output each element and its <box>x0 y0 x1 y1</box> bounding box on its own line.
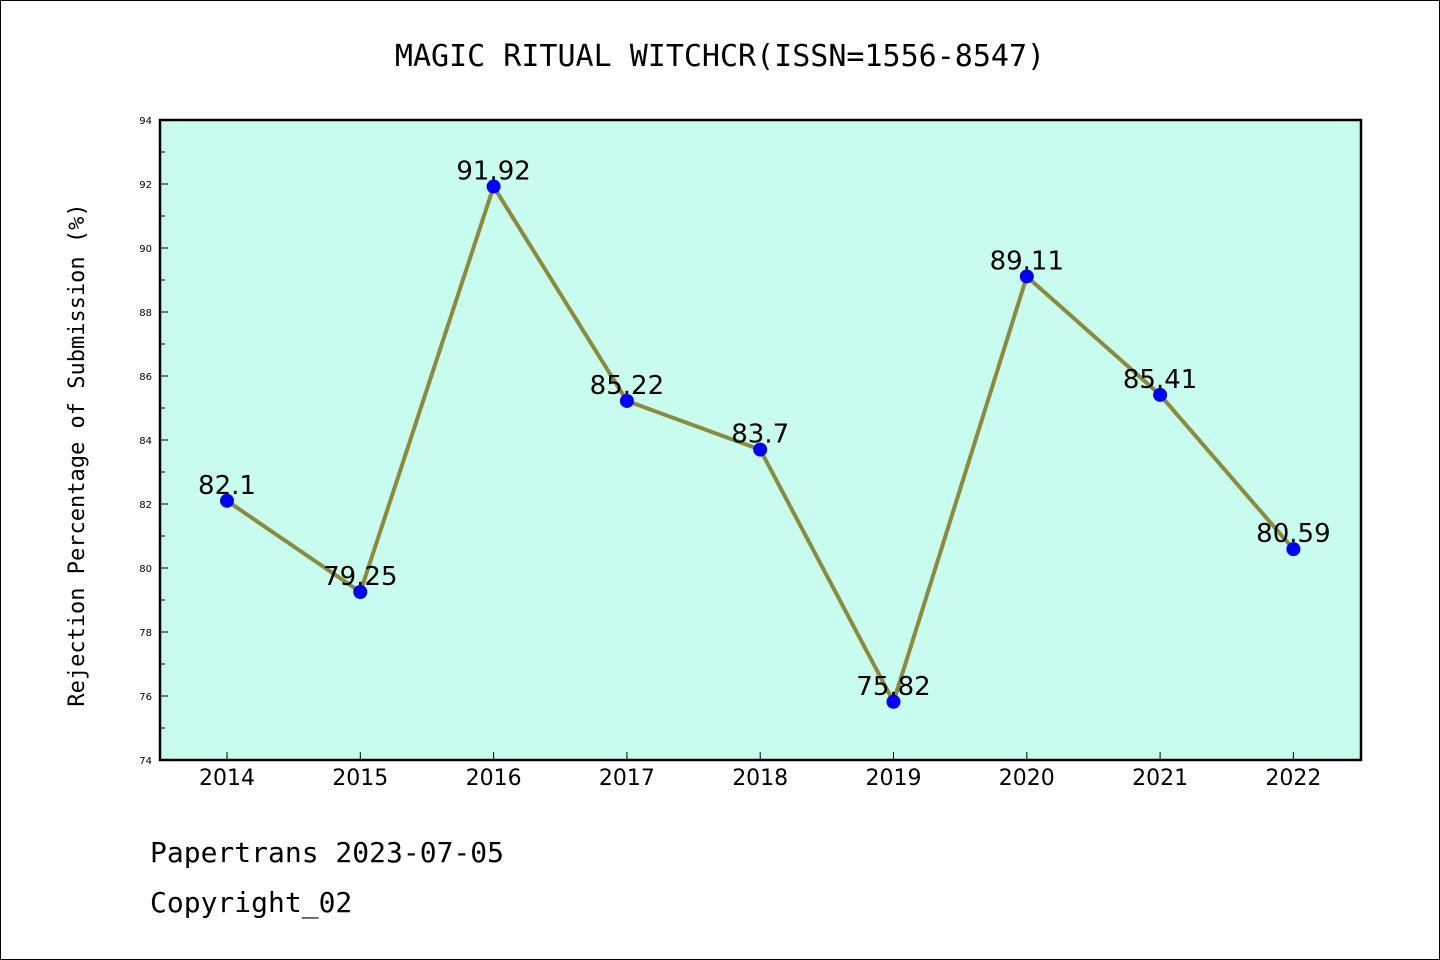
y-tick-label: 94 <box>139 116 152 127</box>
plot-area <box>160 120 1361 760</box>
data-point <box>1019 269 1034 284</box>
series-layer: 82.1 79.25 91.92 85.22 83.7 75.82 89.11 85.41 80… <box>198 157 1331 709</box>
data-point <box>1286 542 1301 557</box>
data-point <box>886 694 901 709</box>
data-point <box>619 393 634 408</box>
data-label: 85.41 <box>1123 365 1197 395</box>
data-label: 75.82 <box>856 672 930 702</box>
y-axis-label: Rejection Percentage of Submission (%) <box>65 203 90 706</box>
y-tick-label: 88 <box>139 308 152 319</box>
x-tick-label: 2019 <box>866 766 922 791</box>
x-tick-label: 2020 <box>999 766 1055 791</box>
x-tick-label: 2021 <box>1132 766 1188 791</box>
x-tick-label: 2015 <box>332 766 388 791</box>
data-point <box>353 585 368 599</box>
x-tick-label: 2017 <box>599 766 655 791</box>
data-label: 85.22 <box>590 371 664 401</box>
data-label: 83.7 <box>731 420 789 450</box>
y-tick-label: 82 <box>139 500 152 511</box>
y-tick-label: 76 <box>139 692 152 703</box>
data-label: 79.25 <box>323 562 397 592</box>
y-tick-label: 74 <box>139 756 152 767</box>
y-tick-label: 92 <box>139 180 152 191</box>
x-tick-label: 2022 <box>1265 766 1321 791</box>
y-tick-label: 84 <box>139 436 152 447</box>
chart-title: MAGIC RITUAL WITCHCR(ISSN=1556-8547) <box>395 39 1045 74</box>
x-axis: 2014 2015 2016 2017 2018 2019 2020 2021 2022 <box>199 752 1321 791</box>
y-tick-label: 86 <box>139 372 152 383</box>
data-point <box>486 179 501 194</box>
y-tick-label: 90 <box>139 244 152 255</box>
y-tick-label: 78 <box>139 628 152 639</box>
plot-border <box>158 118 1363 762</box>
data-label: 91.92 <box>456 157 530 187</box>
data-label: 80.59 <box>1256 519 1330 549</box>
x-tick-label: 2016 <box>466 766 522 791</box>
x-tick-label: 2014 <box>199 766 255 791</box>
data-point <box>220 493 234 508</box>
data-point <box>1153 387 1168 402</box>
y-tick-label: 80 <box>139 564 152 575</box>
data-point <box>753 442 768 457</box>
x-tick-label: 2018 <box>732 766 788 791</box>
data-label: 89.11 <box>990 246 1064 276</box>
footer-copyright: Copyright_02 <box>150 886 353 919</box>
footer-source: Papertrans 2023-07-05 <box>150 836 505 869</box>
data-label: 82.1 <box>198 471 256 501</box>
